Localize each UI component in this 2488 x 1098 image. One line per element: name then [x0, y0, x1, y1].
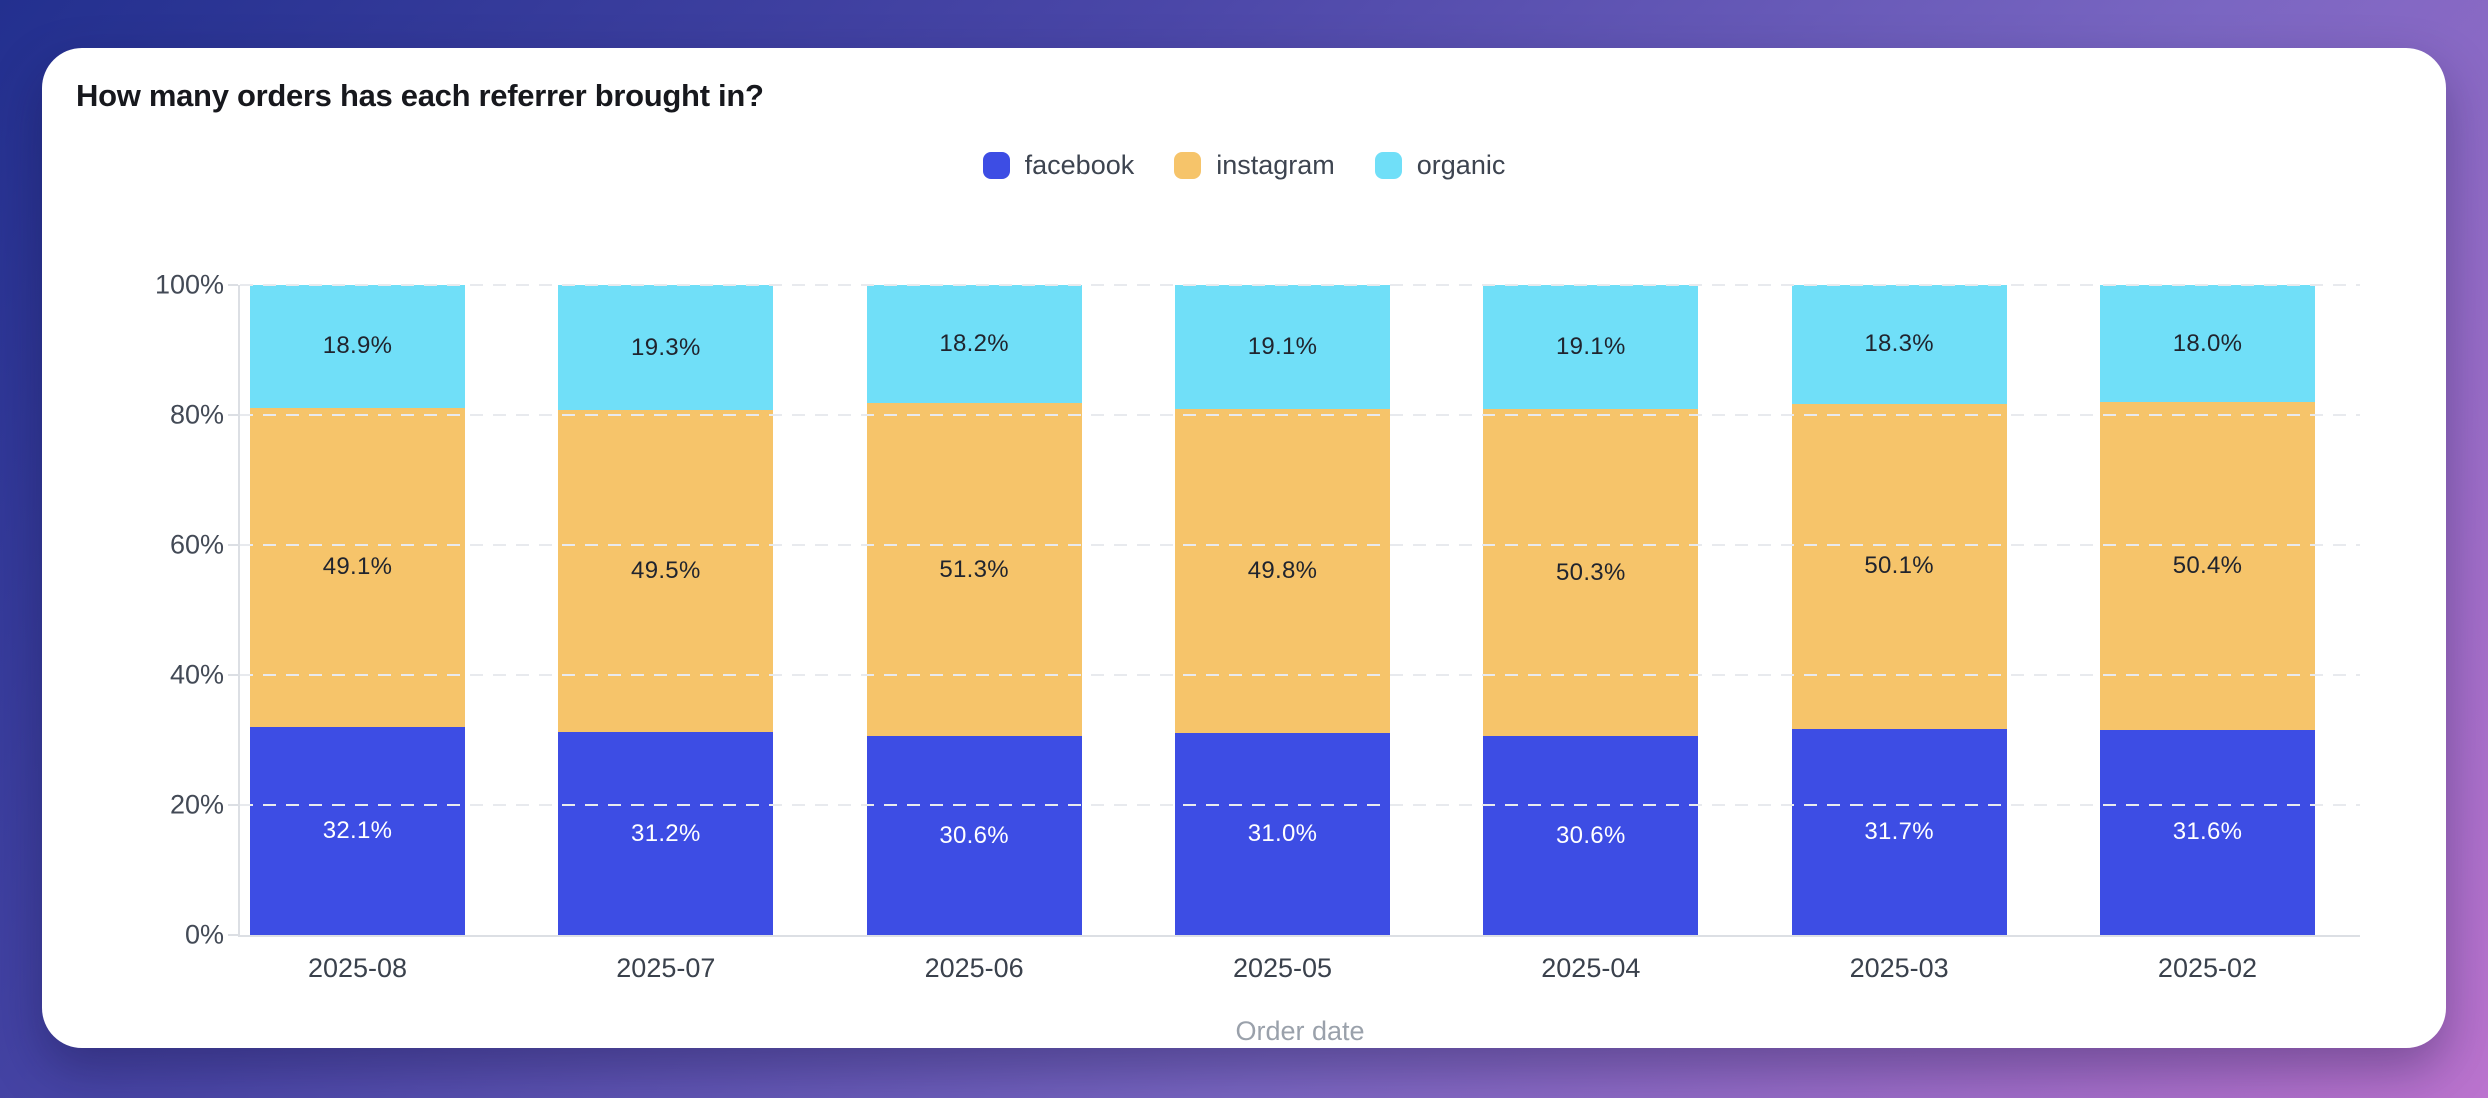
legend-item-facebook[interactable]: facebook [982, 150, 1135, 181]
bar-value-label: 50.4% [2172, 551, 2243, 579]
bar-value-label: 19.1% [1247, 333, 1318, 361]
y-axis-tick [228, 934, 238, 936]
bar-value-label: 49.1% [322, 553, 393, 581]
bar-value-label: 18.0% [2172, 329, 2243, 357]
bar-group-2025-05: 19.1% 49.8% 31.0% [1174, 285, 1390, 936]
plot-area: 18.9% 49.1% 32.1% 19.3% 49.5% 31.2% 18.2% 51.3%… [155, 270, 2360, 950]
legend-label-instagram: instagram [1216, 150, 1335, 180]
bar-segment-instagram-2025-03[interactable]: 50.1% [1791, 403, 2007, 730]
x-tick-label-2025-02: 2025-02 [2157, 953, 2258, 983]
bar-segment-organic-2025-07[interactable]: 19.3% [558, 285, 774, 411]
bar-value-label: 30.6% [1556, 821, 1626, 849]
y-axis-line [238, 285, 240, 935]
bar-value-label: 31.6% [2172, 818, 2243, 846]
bar-segment-instagram-2025-04[interactable]: 50.3% [1483, 409, 1699, 737]
bar-segment-instagram-2025-02[interactable]: 50.4% [2099, 402, 2315, 730]
bar-segment-facebook-2025-04[interactable]: 30.6% [1483, 736, 1699, 936]
gridline-20 [240, 804, 2360, 806]
bar-value-label: 31.0% [1247, 820, 1318, 848]
bar-value-label: 18.2% [939, 330, 1009, 358]
bar-value-label: 32.1% [322, 816, 393, 844]
bar-group-2025-02: 18.0% 50.4% 31.6% [2099, 285, 2315, 935]
legend-item-organic[interactable]: organic [1374, 150, 1506, 181]
bar-value-label: 49.5% [631, 557, 701, 585]
y-axis-tick [228, 804, 238, 806]
bar-value-label: 51.3% [939, 555, 1009, 583]
bar-segment-facebook-2025-06[interactable]: 30.6% [866, 736, 1082, 935]
bar-value-label: 19.3% [631, 333, 701, 361]
bar-value-label: 18.9% [322, 332, 393, 360]
bar-segment-instagram-2025-08[interactable]: 49.1% [250, 407, 465, 727]
bar-group-2025-06: 18.2% 51.3% 30.6% [866, 285, 1082, 935]
legend-label-facebook: facebook [1024, 150, 1135, 180]
x-tick-label-2025-04: 2025-04 [1541, 953, 1641, 983]
x-tick-label-2025-08: 2025-08 [307, 953, 408, 983]
bar-segment-organic-2025-04[interactable]: 19.1% [1483, 285, 1699, 410]
y-tick-label: 20% [169, 789, 224, 820]
legend-swatch-instagram [1174, 152, 1202, 179]
y-axis-tick [228, 674, 238, 676]
y-axis-tick [228, 284, 238, 286]
legend-item-instagram[interactable]: instagram [1174, 150, 1335, 181]
y-tick-label: 40% [169, 659, 224, 690]
x-axis-line [238, 935, 2360, 937]
bar-segment-facebook-2025-08[interactable]: 32.1% [250, 726, 465, 935]
gridline-100 [240, 284, 2360, 286]
bar-segment-organic-2025-02[interactable]: 18.0% [2099, 285, 2315, 402]
bar-segment-instagram-2025-06[interactable]: 51.3% [866, 403, 1082, 737]
bar-segment-organic-2025-08[interactable]: 18.9% [250, 285, 465, 408]
bar-segment-organic-2025-03[interactable]: 18.3% [1791, 285, 2007, 404]
x-tick-label-2025-03: 2025-03 [1849, 953, 1949, 983]
bar-value-label: 31.2% [631, 819, 701, 847]
y-axis-tick [228, 414, 238, 416]
bar-segment-instagram-2025-05[interactable]: 49.8% [1174, 409, 1390, 734]
x-tick-label-2025-06: 2025-06 [924, 953, 1024, 983]
legend-swatch-facebook [982, 152, 1010, 179]
y-tick-label: 100% [154, 269, 224, 300]
bar-value-label: 30.6% [939, 821, 1009, 849]
bar-value-label: 31.7% [1864, 818, 1934, 846]
x-axis-title: Order date [1235, 1016, 1365, 1046]
bar-value-label: 50.1% [1864, 552, 1934, 580]
bar-value-label: 50.3% [1556, 558, 1626, 586]
bar-segment-organic-2025-05[interactable]: 19.1% [1174, 285, 1390, 410]
legend-swatch-organic [1374, 152, 1402, 179]
chart-card: How many orders has each referrer brough… [42, 48, 2446, 1048]
gridline-60 [240, 544, 2360, 546]
x-axis-labels: 2025-08 2025-07 2025-06 2025-05 2025-04 2025-… [240, 953, 2360, 984]
bars-row: 18.9% 49.1% 32.1% 19.3% 49.5% 31.2% 18.2% 51.3%… [240, 285, 2360, 936]
bar-value-label: 49.8% [1247, 557, 1318, 585]
y-tick-label: 60% [169, 529, 224, 560]
bar-segment-organic-2025-06[interactable]: 18.2% [866, 285, 1082, 404]
bar-segment-facebook-2025-05[interactable]: 31.0% [1174, 733, 1390, 936]
x-tick-label-2025-05: 2025-05 [1232, 953, 1333, 983]
gridline-80 [240, 414, 2360, 416]
bar-segment-instagram-2025-07[interactable]: 49.5% [558, 410, 774, 733]
y-axis-tick [228, 544, 238, 546]
bar-value-label: 18.3% [1864, 330, 1934, 358]
bar-segment-facebook-2025-07[interactable]: 31.2% [558, 732, 774, 935]
bar-segment-facebook-2025-02[interactable]: 31.6% [2099, 729, 2315, 935]
bar-value-label: 19.1% [1556, 333, 1626, 361]
bar-group-2025-08: 18.9% 49.1% 32.1% [250, 285, 465, 935]
legend-label-organic: organic [1416, 150, 1506, 180]
chart-legend: facebook instagram organic [42, 150, 2446, 181]
y-tick-label: 80% [169, 399, 224, 430]
x-tick-label-2025-07: 2025-07 [616, 953, 716, 983]
chart-title: How many orders has each referrer brough… [76, 78, 764, 113]
y-tick-label: 0% [184, 919, 224, 950]
bar-segment-facebook-2025-03[interactable]: 31.7% [1791, 729, 2007, 935]
gridline-40 [240, 674, 2360, 676]
bar-group-2025-04: 19.1% 50.3% 30.6% [1483, 285, 1699, 936]
bar-group-2025-07: 19.3% 49.5% 31.2% [558, 285, 774, 935]
bar-group-2025-03: 18.3% 50.1% 31.7% [1791, 285, 2007, 935]
